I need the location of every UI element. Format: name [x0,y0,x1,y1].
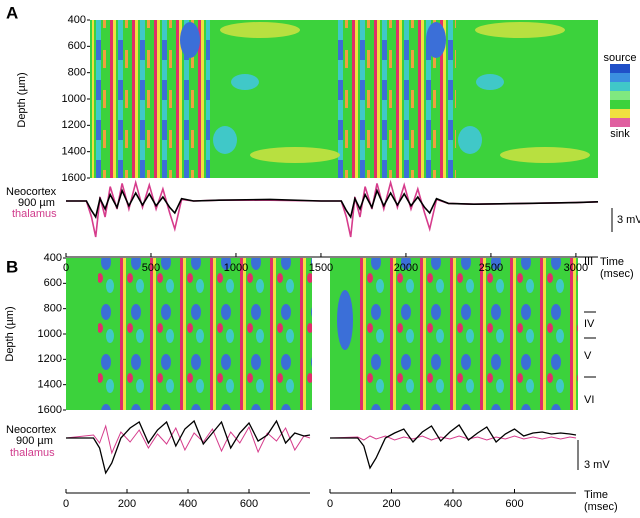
panel-label: B [6,257,18,276]
thalamus-trace [329,435,577,441]
x-tick-label: 600 [505,498,523,510]
x-tick-label: 2500 [479,262,503,274]
colorbar [610,64,630,127]
x-tick-label: 2000 [394,262,418,274]
trace-label: 900 µm [18,197,55,209]
thalamus-trace [65,424,311,455]
x-tick-label: 200 [118,498,136,510]
layer-label: V [584,350,592,362]
trace-label: thalamus [12,208,57,220]
y-tick-label: 1600 [62,172,86,184]
neocortex-trace [66,419,311,475]
heatmap-a [90,20,598,178]
trace-label: 900 µm [16,435,53,447]
x-tick-label: 0 [63,262,69,274]
layer-label: III [584,256,593,268]
x-tick-label: 200 [382,498,400,510]
x-tick-label: 400 [444,498,462,510]
y-tick-label: 1000 [38,328,62,340]
x-tick-label: 500 [142,262,160,274]
y-tick-label: 1600 [38,404,62,416]
layer-label: VI [584,394,594,406]
x-tick-label: 1500 [309,262,333,274]
y-tick-label: 400 [68,14,86,26]
y-tick-label: 600 [68,40,86,52]
layer-label: IV [584,318,595,330]
thalamus-trace [66,179,599,238]
y-tick-label: 1000 [62,93,86,105]
colorbar-bottom-label: sink [610,128,630,140]
scale-bar-label: 3 mV [617,214,640,226]
panel-label: A [6,3,18,22]
heatmap-b-left [66,258,312,410]
colorbar-top-label: source [603,52,636,64]
x-axis-label: Time [584,489,608,501]
scale-bar-label: 3 mV [584,459,610,471]
x-tick-label: 3000 [564,262,588,274]
x-tick-label: 400 [179,498,197,510]
neocortex-trace [330,424,577,470]
x-axis-unit: (msec) [584,501,618,513]
y-tick-label: 1200 [62,119,86,131]
y-tick-label: 400 [44,252,62,264]
x-tick-label: 600 [240,498,258,510]
x-axis-label: Time [600,256,624,268]
y-tick-label: 800 [44,303,62,315]
trace-label: Neocortex [6,424,57,436]
y-axis-label: Depth (µm) [16,72,28,127]
y-axis-label: Depth (µm) [4,306,16,361]
x-tick-label: 0 [63,498,69,510]
y-tick-label: 1400 [62,146,86,158]
y-tick-label: 1200 [38,353,62,365]
y-tick-label: 1400 [38,379,62,391]
trace-label: Neocortex [6,186,57,198]
y-tick-label: 600 [44,277,62,289]
heatmap-b-right [330,258,578,410]
neocortex-trace [66,188,599,219]
trace-label: thalamus [10,447,55,459]
y-tick-label: 800 [68,67,86,79]
x-tick-label: 1000 [224,262,248,274]
x-tick-label: 0 [327,498,333,510]
x-axis-unit: (msec) [600,268,634,280]
